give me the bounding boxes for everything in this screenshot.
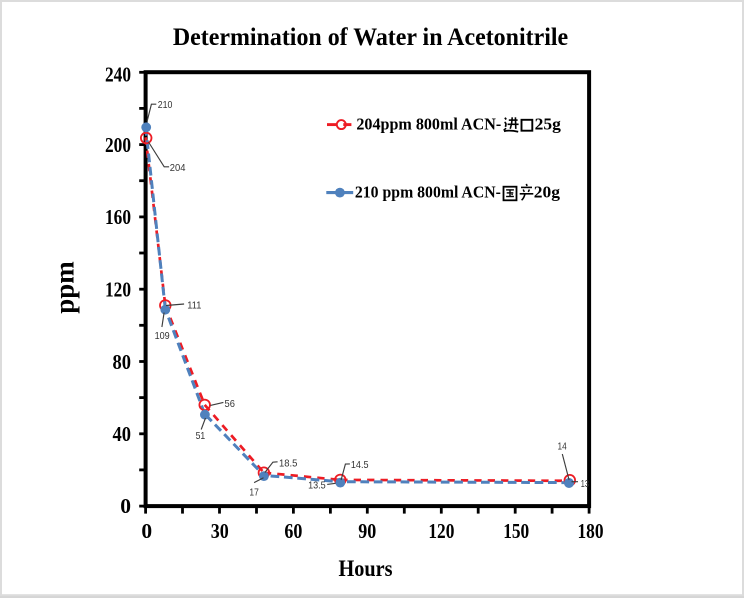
svg-text:60: 60 — [284, 519, 302, 543]
svg-text:240: 240 — [105, 63, 131, 87]
svg-text:17: 17 — [249, 487, 259, 499]
svg-text:56: 56 — [225, 398, 236, 410]
svg-text:90: 90 — [358, 519, 376, 543]
svg-text:120: 120 — [105, 278, 131, 302]
svg-text:Hours: Hours — [339, 556, 393, 582]
svg-text:210 ppm 800ml ACN-: 210 ppm 800ml ACN- — [355, 183, 501, 202]
svg-text:25g: 25g — [535, 115, 562, 134]
svg-text:160: 160 — [105, 205, 131, 229]
svg-text:51: 51 — [196, 430, 206, 442]
svg-text:210: 210 — [158, 99, 173, 111]
svg-text:200: 200 — [105, 133, 131, 157]
svg-text:ppm: ppm — [50, 261, 80, 314]
svg-text:204: 204 — [170, 162, 186, 174]
svg-text:204ppm 800ml ACN-: 204ppm 800ml ACN- — [356, 115, 501, 134]
svg-text:80: 80 — [113, 350, 132, 374]
svg-text:0: 0 — [120, 494, 131, 518]
svg-text:20g: 20g — [534, 183, 561, 202]
svg-text:Determination of Water in Acet: Determination of Water in Acetonitrile — [173, 24, 568, 51]
svg-text:180: 180 — [578, 519, 604, 543]
svg-text:150: 150 — [503, 519, 529, 543]
svg-text:18.5: 18.5 — [279, 457, 298, 469]
svg-text:13: 13 — [581, 478, 589, 490]
svg-text:109: 109 — [155, 330, 170, 342]
svg-text:0: 0 — [141, 519, 152, 543]
svg-text:30: 30 — [211, 519, 229, 543]
svg-text:111: 111 — [187, 300, 201, 312]
svg-text:40: 40 — [113, 422, 132, 446]
svg-text:13.5: 13.5 — [308, 480, 326, 492]
svg-text:14.5: 14.5 — [351, 459, 369, 471]
svg-text:14: 14 — [558, 441, 567, 453]
svg-text:120: 120 — [428, 519, 454, 543]
